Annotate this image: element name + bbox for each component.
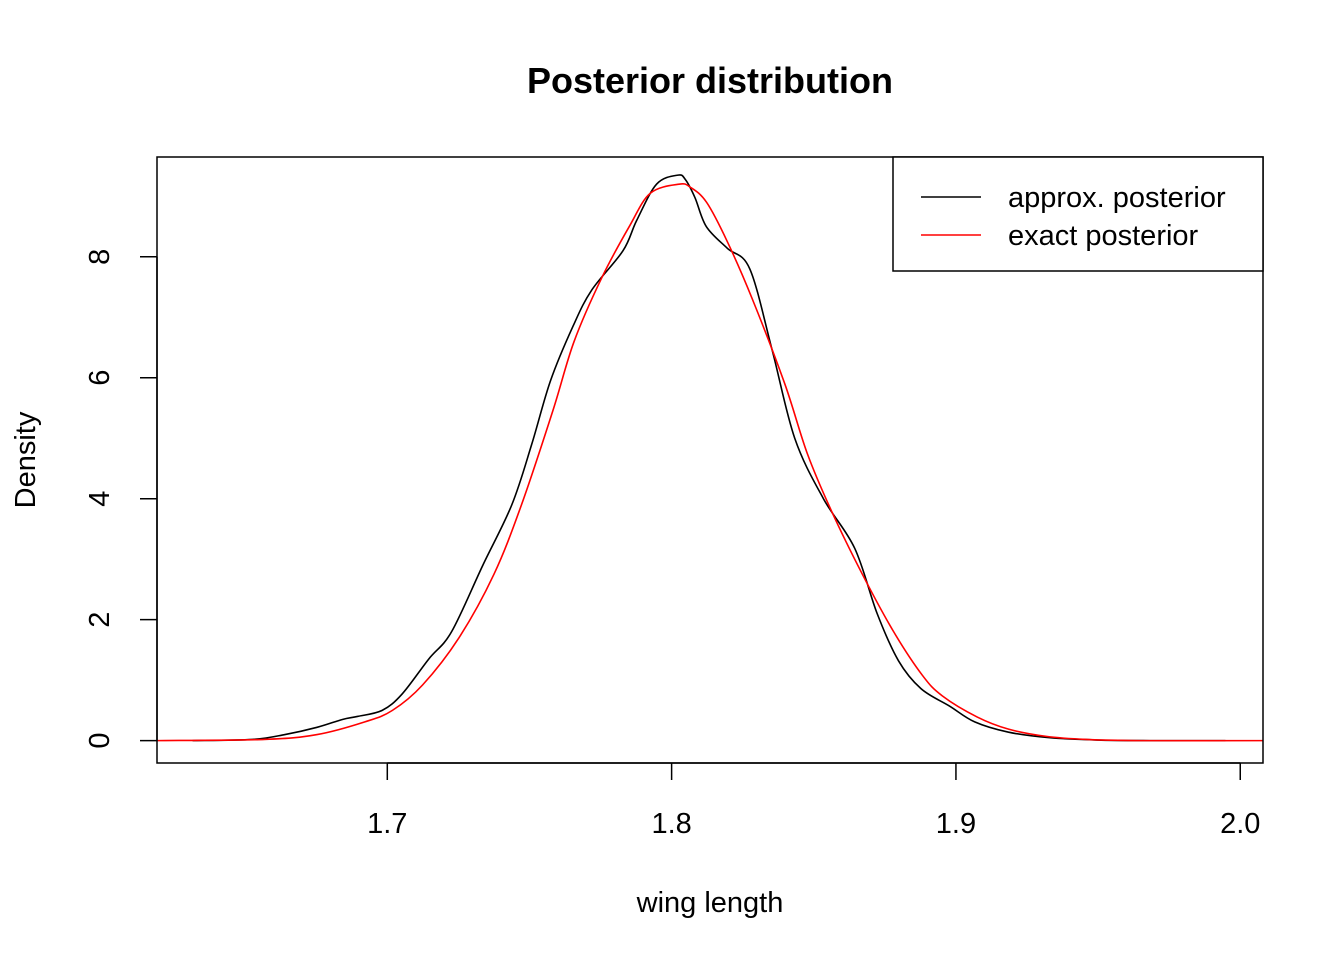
y-axis-label: Density bbox=[10, 411, 42, 508]
y-tick-label: 0 bbox=[84, 733, 116, 749]
x-axis-label: wing length bbox=[636, 887, 784, 919]
y-axis: 0 2 4 6 8 bbox=[84, 249, 158, 749]
legend-label-exact: exact posterior bbox=[1008, 220, 1199, 252]
y-tick-label: 6 bbox=[84, 370, 116, 386]
series-line-approx-posterior bbox=[192, 174, 1226, 742]
y-tick-label: 2 bbox=[84, 612, 116, 628]
y-tick-label: 8 bbox=[84, 249, 116, 265]
chart-title: Posterior distribution bbox=[527, 60, 893, 101]
x-axis: 1.7 1.8 1.9 2.0 bbox=[367, 762, 1260, 840]
y-tick-label: 4 bbox=[84, 491, 116, 507]
legend: approx. posterior exact posterior bbox=[892, 156, 1264, 272]
x-tick-label: 1.7 bbox=[367, 808, 407, 840]
x-tick-label: 1.8 bbox=[651, 808, 691, 840]
legend-box bbox=[892, 156, 1264, 272]
plot-area bbox=[156, 174, 1264, 742]
legend-label-approx: approx. posterior bbox=[1008, 182, 1226, 214]
series-line-exact-posterior bbox=[156, 183, 1264, 742]
x-tick-label: 2.0 bbox=[1220, 808, 1260, 840]
x-tick-label: 1.9 bbox=[936, 808, 976, 840]
